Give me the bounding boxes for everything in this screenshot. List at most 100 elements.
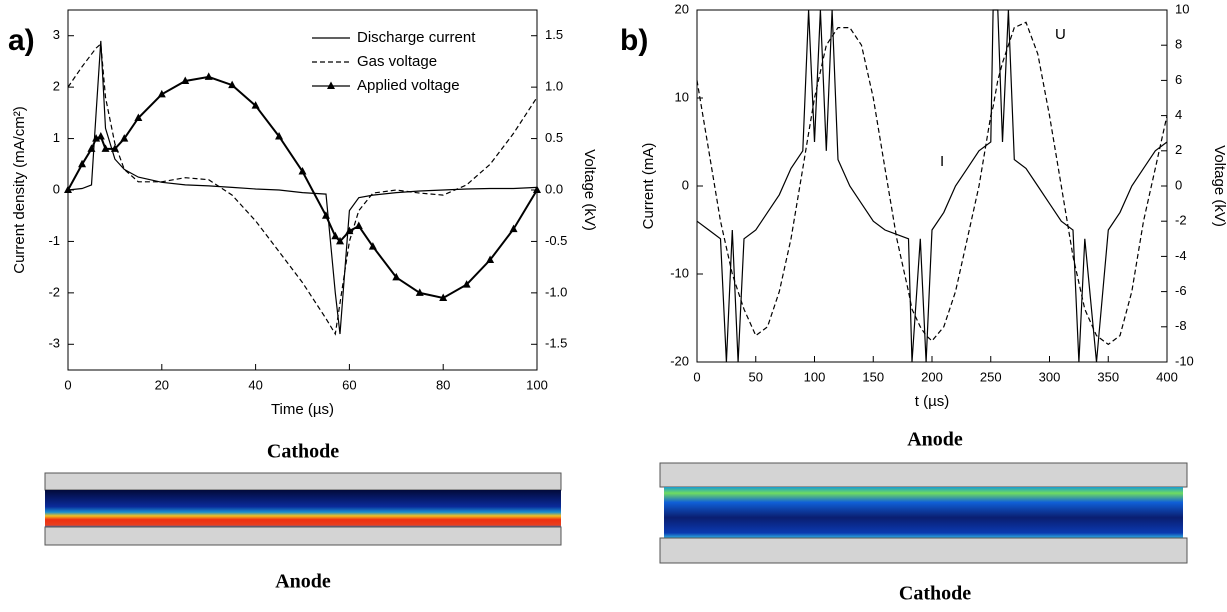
panel-label: b) <box>620 24 648 57</box>
panel-label: a) <box>8 24 35 57</box>
y-tick-label: -20 <box>670 353 689 368</box>
series-label: I <box>940 153 944 170</box>
data-point <box>533 185 541 193</box>
x-tick-label: 100 <box>804 369 826 384</box>
data-point <box>354 221 363 229</box>
electrode-label: Anode <box>907 429 963 451</box>
data-point <box>368 242 377 250</box>
y2-tick-label: -1.0 <box>545 284 567 299</box>
data-point <box>120 134 129 142</box>
discharge-image <box>45 490 561 527</box>
data-point <box>157 89 166 98</box>
data-point <box>336 236 345 245</box>
electrode-label: Cathode <box>899 583 971 605</box>
legend-label: Discharge current <box>357 29 476 46</box>
data-point <box>228 80 237 89</box>
series-line <box>67 75 538 300</box>
data-point <box>204 72 213 80</box>
y2-tick-label: 0 <box>1175 177 1182 192</box>
data-point <box>415 288 424 296</box>
y-tick-label: 0 <box>682 177 689 192</box>
x-tick-label: 60 <box>342 377 356 392</box>
y2-tick-label: -1.5 <box>545 336 567 351</box>
y-tick-label: -2 <box>48 284 60 299</box>
electrode-label: Cathode <box>267 441 339 463</box>
data-point <box>110 144 119 152</box>
y2-axis-label: Voltage (kV) <box>1211 145 1227 227</box>
x-tick-label: 350 <box>1097 369 1119 384</box>
discharge-image <box>664 487 1183 538</box>
data-point <box>64 185 72 193</box>
x-tick-label: 0 <box>64 377 71 392</box>
x-tick-label: 40 <box>248 377 262 392</box>
y-tick-label: -3 <box>48 336 60 351</box>
y2-tick-label: 6 <box>1175 72 1182 87</box>
y2-tick-label: 2 <box>1175 142 1182 157</box>
data-point <box>345 226 354 235</box>
x-tick-label: 20 <box>155 377 169 392</box>
data-point <box>509 224 518 233</box>
legend-marker <box>327 81 335 89</box>
y2-tick-label: 0.5 <box>545 130 563 145</box>
y2-tick-label: 0.0 <box>545 181 563 196</box>
electrode-label: Anode <box>275 571 331 593</box>
y-tick-label: 10 <box>675 89 689 104</box>
plot-frame <box>696 9 1168 363</box>
series-line <box>67 40 538 335</box>
x-tick-label: 50 <box>749 369 763 384</box>
series-line <box>696 9 1168 363</box>
data-point <box>134 113 143 121</box>
data-point <box>251 101 260 109</box>
y-tick-label: 3 <box>53 27 60 42</box>
electrode <box>44 472 562 491</box>
y-tick-label: 1 <box>53 130 60 145</box>
y2-tick-label: 4 <box>1175 107 1182 122</box>
y-tick-label: 2 <box>53 79 60 94</box>
y2-tick-label: 8 <box>1175 37 1182 52</box>
x-tick-label: 200 <box>921 369 943 384</box>
y2-tick-label: -10 <box>1175 353 1194 368</box>
x-tick-label: 80 <box>436 377 450 392</box>
data-point <box>87 144 96 152</box>
y2-tick-label: -8 <box>1175 318 1187 333</box>
x-axis-label: Time (µs) <box>271 401 334 418</box>
data-point <box>462 280 471 288</box>
electrode <box>659 537 1188 564</box>
y2-tick-label: 10 <box>1175 1 1189 16</box>
legend-label: Gas voltage <box>357 53 437 70</box>
x-tick-label: 300 <box>1039 369 1061 384</box>
y2-tick-label: -6 <box>1175 283 1187 298</box>
y2-tick-label: -2 <box>1175 213 1187 228</box>
y-tick-label: 20 <box>675 1 689 16</box>
y-tick-label: 0 <box>53 181 60 196</box>
data-point <box>486 255 495 263</box>
data-point <box>92 134 101 142</box>
x-tick-label: 250 <box>980 369 1002 384</box>
plot-frame <box>67 9 538 371</box>
y2-axis-label: Voltage (kV) <box>581 149 598 231</box>
data-point <box>275 132 284 140</box>
y2-tick-label: -0.5 <box>545 233 567 248</box>
y-tick-label: -10 <box>670 265 689 280</box>
data-point <box>331 231 340 240</box>
series-label: U <box>1055 26 1066 43</box>
series-line <box>696 21 1168 346</box>
data-point <box>101 144 110 152</box>
data-point <box>78 159 87 168</box>
legend-label: Applied voltage <box>357 77 460 94</box>
x-tick-label: 400 <box>1156 369 1178 384</box>
y-tick-label: -1 <box>48 233 60 248</box>
x-tick-label: 100 <box>526 377 548 392</box>
x-tick-label: 150 <box>862 369 884 384</box>
y-axis-label: Current (mA) <box>640 143 657 230</box>
y2-tick-label: 1.0 <box>545 79 563 94</box>
y-axis-label: Current density (mA/cm²) <box>11 106 28 274</box>
data-point <box>439 293 448 301</box>
data-point <box>181 76 190 84</box>
series-line <box>67 42 538 336</box>
data-point <box>392 272 401 281</box>
electrode <box>44 526 562 546</box>
data-point <box>321 211 330 219</box>
data-point <box>298 166 307 175</box>
